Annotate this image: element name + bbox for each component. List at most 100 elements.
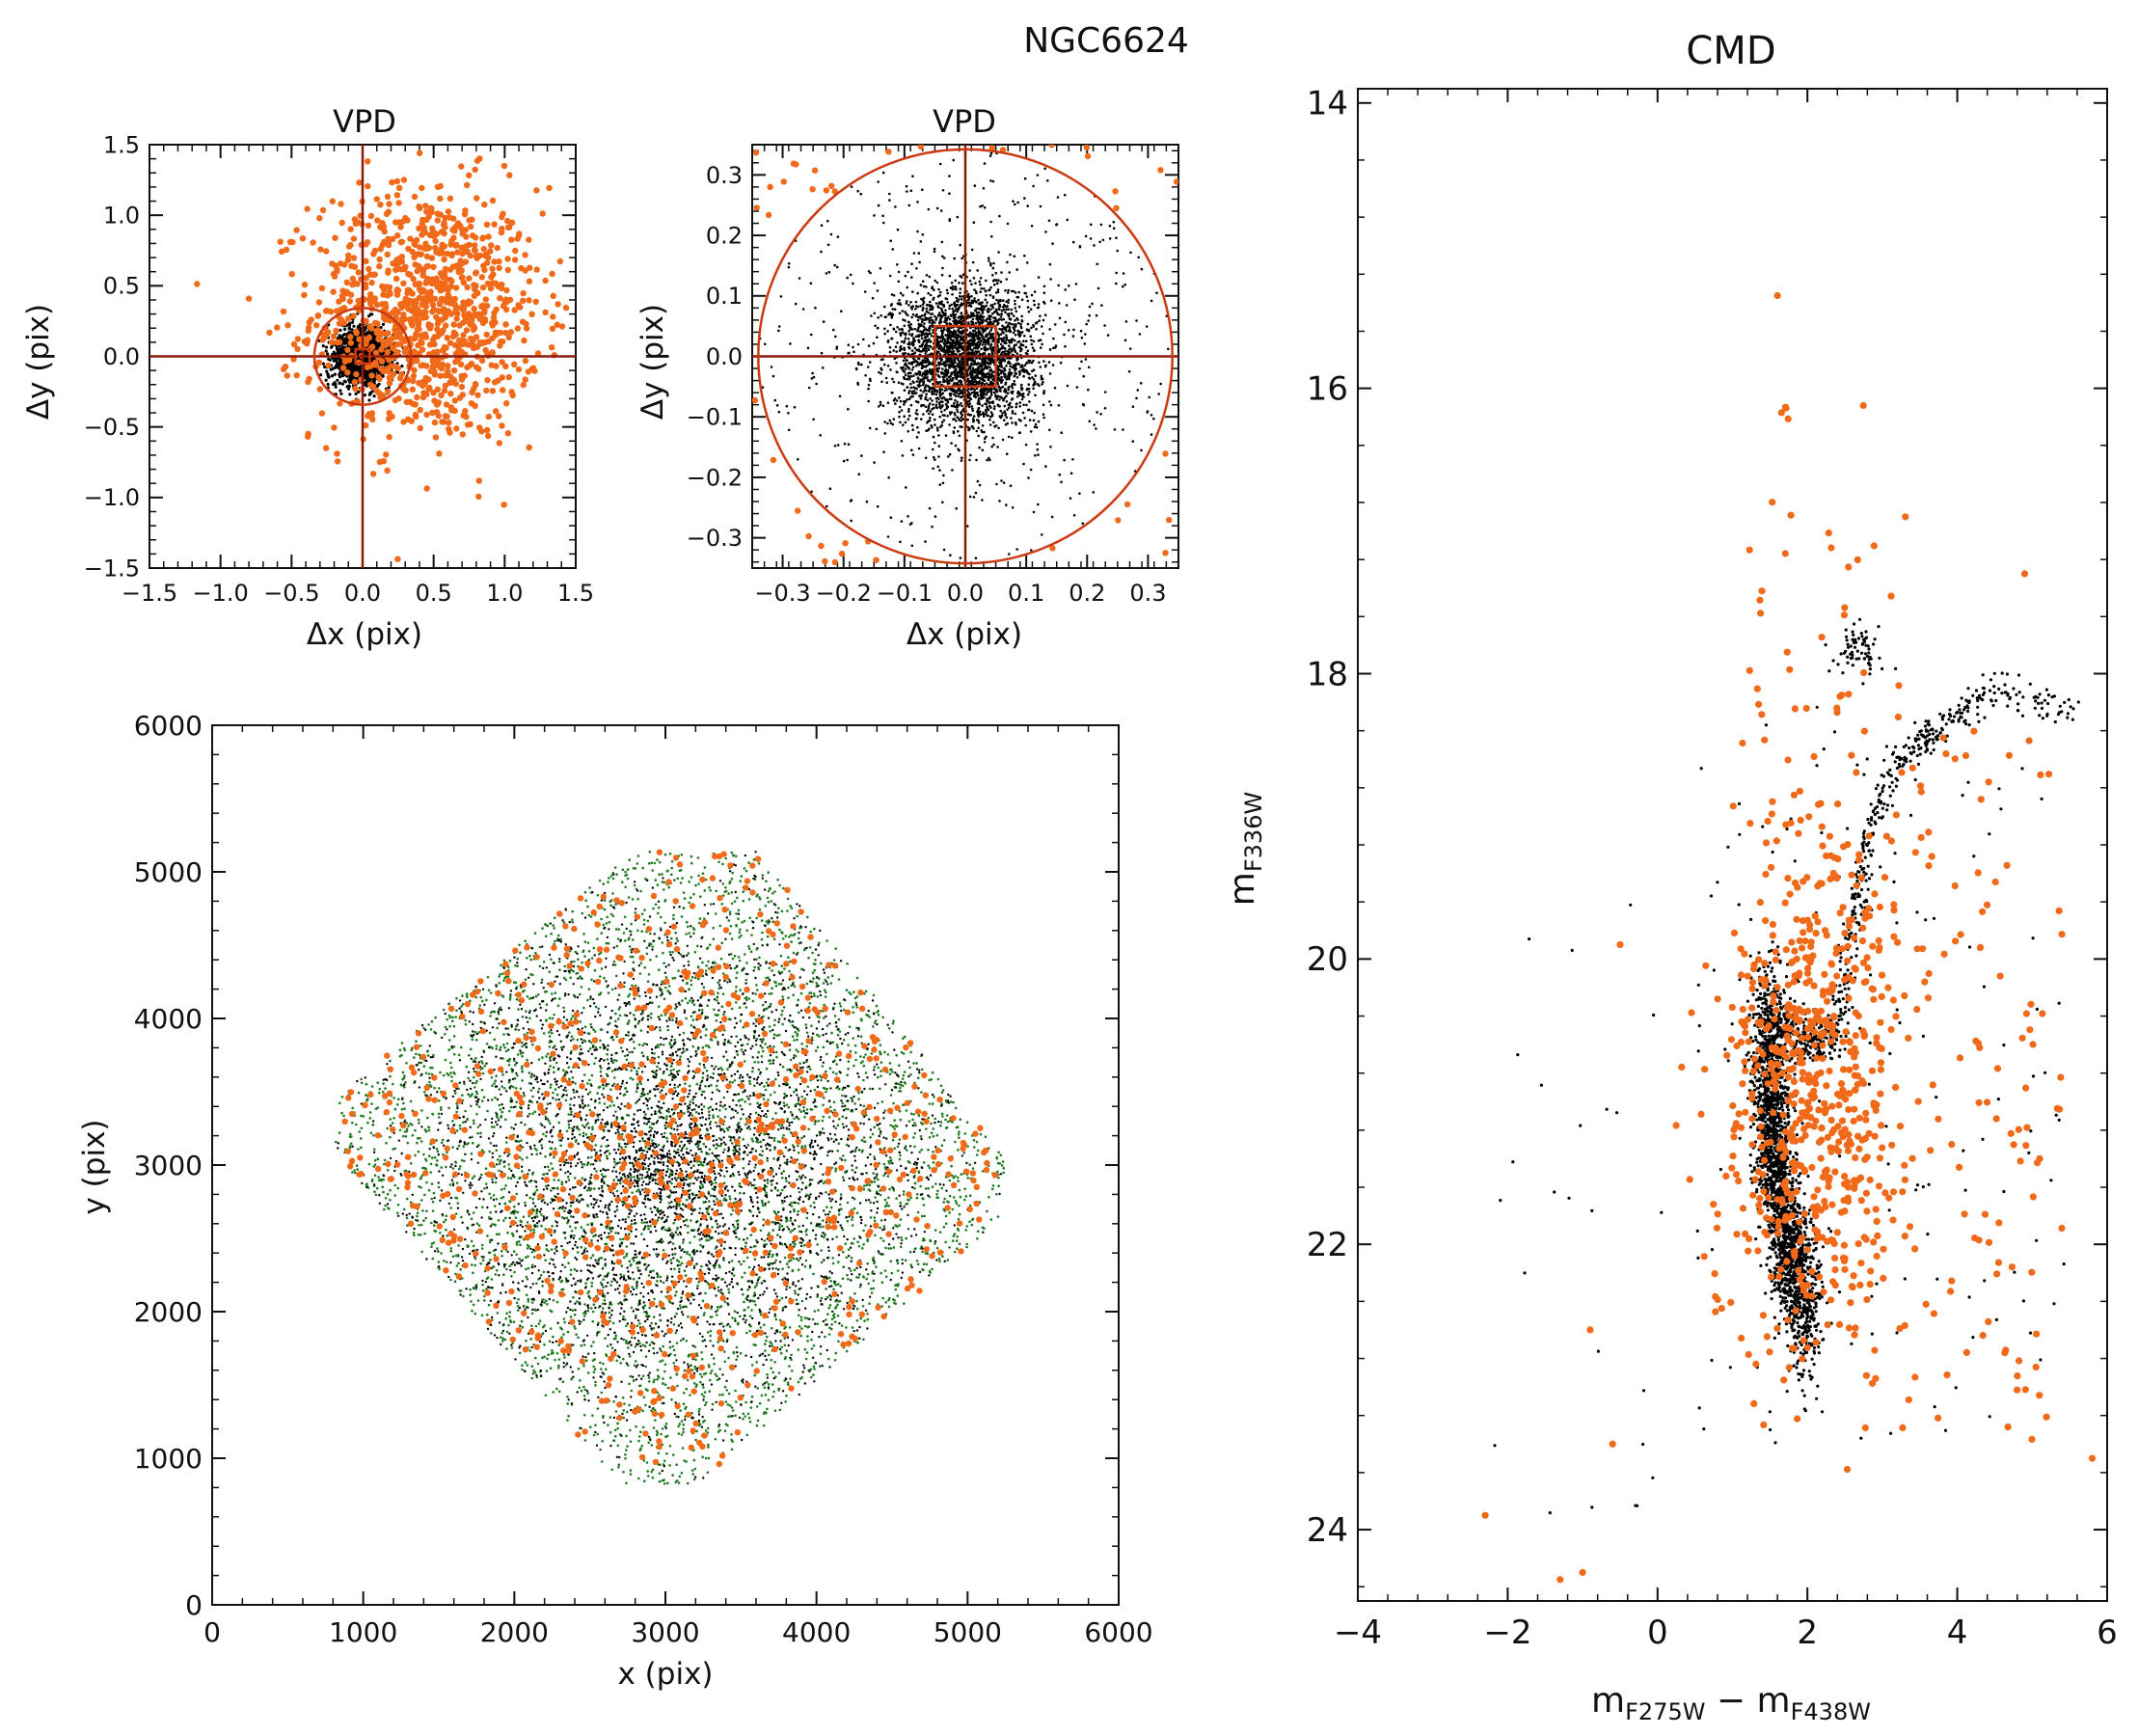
vpd1-field-point (480, 245, 487, 253)
vpd1-member-point (336, 378, 339, 382)
vpd1-field-point (550, 313, 556, 320)
vpd1-member-point (338, 381, 342, 385)
vpd1-field-point (338, 306, 344, 312)
vpd1-field-point (556, 258, 564, 265)
vpd2-member-point (1003, 350, 1007, 353)
vpd1-member-point (324, 378, 328, 382)
vpd1-field-point (491, 258, 498, 265)
vpd1-field-point (351, 263, 359, 270)
vpd1-field-point (523, 320, 529, 328)
vpd2-member-point (905, 300, 908, 303)
vpd1-member-point (355, 341, 359, 345)
vpd1-member-point (338, 389, 342, 393)
vpd1-field-point (531, 367, 538, 374)
vpd1-field-point (475, 311, 482, 317)
vpd1-xtick-label: −1.5 (122, 580, 177, 607)
vpd1-field-point (496, 258, 502, 265)
vpd1-field-point (464, 284, 471, 291)
vpd1-field-point (508, 236, 515, 243)
vpd-wide-title: VPD (333, 103, 396, 140)
vpd1-field-point (539, 210, 546, 217)
vpd1-field-point (517, 304, 524, 311)
vpd2-member-point (944, 402, 948, 406)
vpd1-field-point (385, 416, 392, 422)
vpd1-field-point (384, 193, 392, 201)
vpd2-xtick-label: 0.2 (1069, 580, 1105, 607)
vpd2-member-point (916, 330, 919, 333)
vpd1-field-point (371, 298, 378, 305)
vpd1-field-point (473, 364, 480, 370)
vpd1-field-point (381, 286, 388, 293)
vpd1-field-point (419, 272, 426, 279)
vpd1-field-point (413, 413, 419, 420)
vpd2-xtick-label: −0.3 (754, 580, 810, 607)
vpd1-member-point (367, 398, 371, 402)
vpd1-field-point (457, 361, 465, 367)
vpd1-field-point (520, 297, 527, 304)
vpd1-field-point (329, 198, 336, 204)
vpd1-field-point (416, 326, 422, 333)
vpd1-field-point (344, 369, 351, 376)
vpd1-field-point (460, 279, 468, 286)
vpd1-member-point (326, 372, 330, 376)
vpd1-field-point (414, 267, 420, 275)
vpd1-field-point (392, 363, 398, 369)
vpd2-member-point (1026, 393, 1030, 396)
vpd1-field-point (336, 578, 341, 583)
vpd1-field-point (448, 407, 455, 414)
vpd2-member-point (1029, 335, 1032, 339)
vpd1-field-point (374, 217, 381, 224)
vpd2-member-point (1013, 339, 1016, 342)
vpd2-member-point (935, 406, 939, 410)
vpd1-field-point (368, 372, 375, 379)
vpd1-field-point (469, 216, 475, 223)
vpd2-member-point (1006, 350, 1009, 353)
vpd1-field-point (355, 297, 362, 305)
vpd1-field-point (533, 187, 540, 194)
vpd2-member-point (978, 357, 982, 361)
vpd1-field-point (392, 266, 399, 273)
vpd2-member-point (921, 303, 925, 307)
vpd2-member-point (852, 345, 854, 349)
vpd1-member-point (340, 346, 344, 350)
vpd2-member-point (1014, 307, 1017, 310)
vpd2-member-point (989, 322, 992, 326)
vpd1-field-point (526, 297, 532, 304)
vpd1-field-point (376, 256, 383, 263)
vpd1-field-point (393, 192, 401, 199)
vpd1-field-point (345, 252, 352, 258)
vpd2-member-point (980, 339, 983, 343)
vpd1-field-point (439, 347, 447, 354)
vpd1-field-point (395, 219, 403, 226)
vpd1-field-point (316, 386, 323, 393)
vpd1-field-point (353, 328, 360, 336)
vpd2-member-point (906, 398, 908, 401)
vpd1-field-point (430, 306, 438, 313)
vpd2-member-point (928, 319, 932, 322)
vpd2-member-point (903, 348, 907, 352)
vpd1-field-point (460, 332, 467, 339)
vpd2-member-point (972, 426, 975, 430)
vpd1-field-point (532, 298, 539, 306)
vpd1-member-point (365, 331, 369, 335)
vpd1-field-point (401, 348, 408, 355)
vpd2-member-point (933, 288, 935, 291)
vpd1-field-point (499, 226, 505, 232)
vpd2-ytick-label: 0.1 (706, 283, 743, 310)
vpd2-member-point (969, 453, 972, 457)
vpd1-field-point (452, 224, 459, 231)
vpd1-field-point (442, 224, 448, 231)
vpd2-member-point (992, 283, 996, 286)
vpd2-member-point (1008, 351, 1012, 354)
vpd1-member-point (348, 393, 352, 396)
vpd1-field-point (421, 245, 428, 252)
vpd1-field-point (284, 372, 290, 379)
vpd2-xtick-label: 0.1 (1008, 580, 1044, 607)
vpd1-field-point (447, 283, 454, 290)
vpd1-field-point (301, 339, 309, 345)
vpd1-field-point (310, 239, 316, 246)
vpd1-field-point (442, 281, 448, 287)
vpd1-field-point (417, 424, 423, 432)
vpd1-field-point (504, 266, 511, 274)
vpd1-points (194, 149, 570, 583)
